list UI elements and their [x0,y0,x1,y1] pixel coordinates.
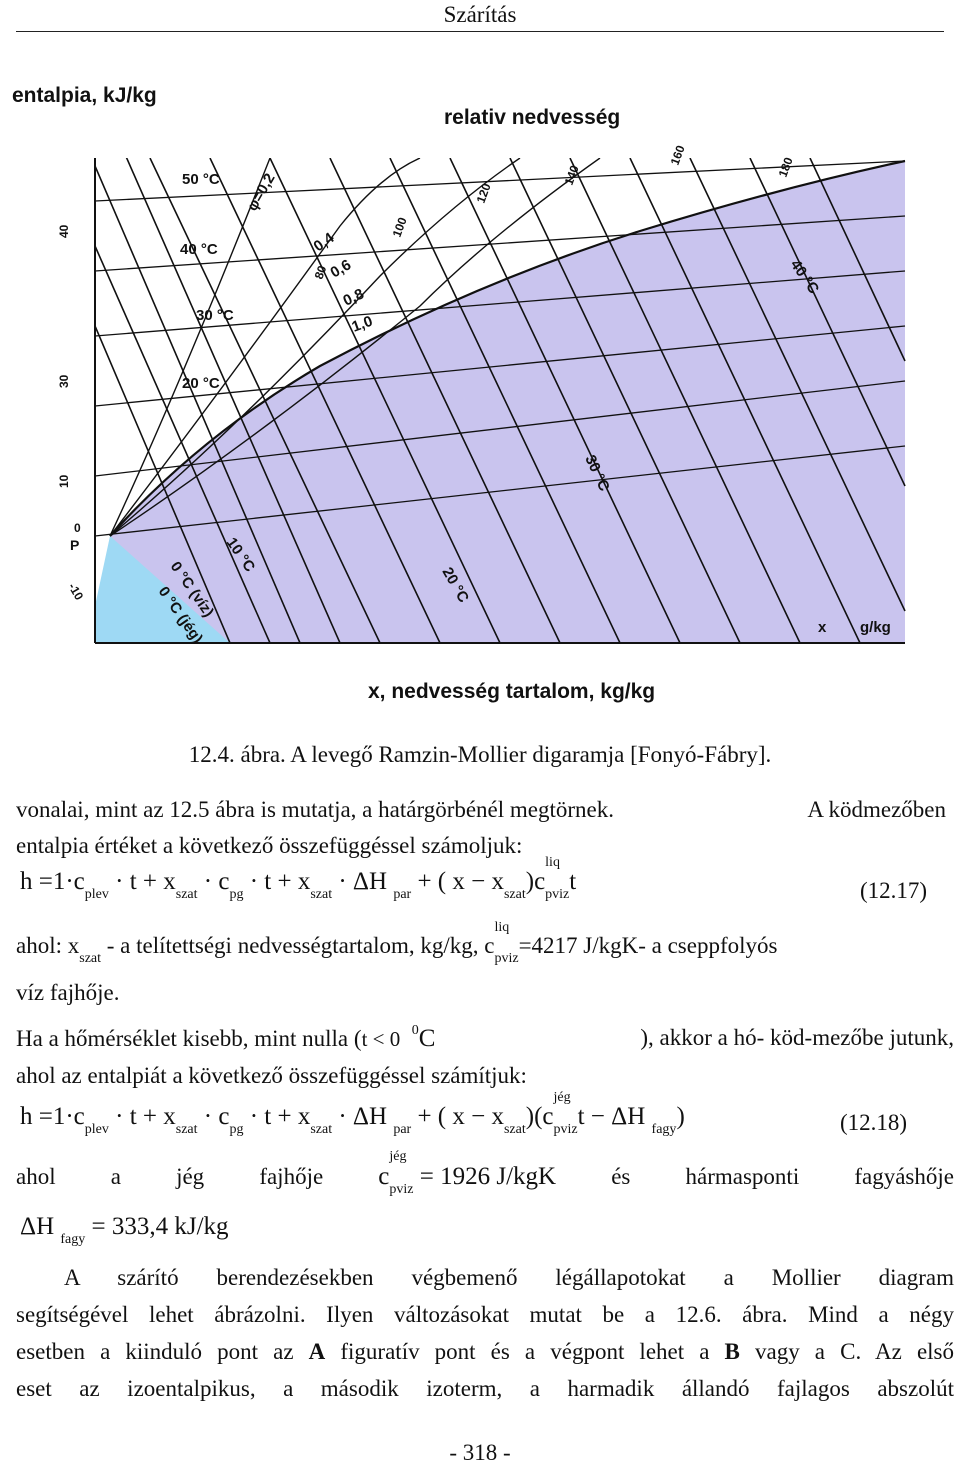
label-hm10: -10 [65,581,86,603]
body-line-1: vonalai, mint az 12.5 ábra is mutatja, a… [16,797,946,823]
x-axis-label: x, nedvesség tartalom, kg/kg [368,680,656,703]
body-ha-t: t < 0 [361,1027,401,1051]
body-line-ha: Ha a hőmérséklet kisebb, mint nulla (t <… [16,1023,954,1053]
definition-xszat-b: - a telítettségi nedvességtartalom, kg/k… [106,933,495,958]
equation-12-17-number: (12.17) [860,878,928,903]
page-number: - 318 - [449,1440,511,1465]
jeg-word-4: fajhője [259,1164,324,1189]
equation-12-18: h =1·cplev · t + xszat · cpg · t + xszat… [20,1090,685,1137]
jeg-formula-sup: jég [389,1149,407,1164]
paragraph-line-2: segítségével lehet ábrázolni. Ilyen vált… [16,1302,954,1327]
equation-fagyashoje: ΔH fagy = 333,4 kJ/kg [20,1213,229,1247]
jeg-word-3: jég [176,1164,205,1189]
label-50c: 50 °C [182,171,220,188]
label-phi-06: 0,6 [328,256,355,281]
body-ha-deg: 0 [411,1023,419,1038]
label-30c: 30 °C [196,307,234,324]
body-line-1-b: A ködmezőben [807,797,946,822]
body-line-2: entalpia értéket a következő összefüggés… [16,833,523,858]
label-h100: 100 [390,215,410,239]
label-h10: 10 [57,474,71,488]
label-40c: 40 °C [180,241,218,258]
figure-caption: 12.4. ábra. A levegő Ramzin-Mollier diga… [188,742,772,767]
diagram-svg: 50 °C 40 °C 30 °C 20 °C 10 °C 0 °C (víz)… [57,143,906,647]
jeg-word-5: és [611,1164,631,1189]
paragraph-line-3: esetben a kiinduló pont az A figuratív p… [16,1339,954,1365]
jeg-formula: cpviz jég = 1926 J/kgK [378,1149,557,1197]
body-ha-c: C [418,1025,436,1052]
jeg-formula-c: c [378,1163,390,1190]
label-P: P [70,537,79,553]
paragraph-line-3-A: A [308,1339,326,1364]
relative-humidity-curves [109,158,906,537]
label-phi-10: 1,0 [350,313,375,336]
label-h40: 40 [57,224,71,238]
paragraph-line-3-B: B [724,1339,740,1364]
body-line-jeg: ahol a jég fajhője cpviz jég = 1926 J/kgK… [16,1149,954,1197]
equation-12-17: h =1·cplev · t + xszat · cpg · t + xszat… [20,855,577,902]
jeg-word-1: ahol [16,1164,56,1189]
label-h80: 80 [312,263,330,281]
jeg-formula-val: = 1926 J/kgK [419,1163,557,1190]
label-20c: 20 °C [182,375,220,392]
paragraph-line-4: eset az izoentalpikus, a második izoterm… [16,1376,954,1401]
paragraph-line-3-c: vagy a C. Az első [739,1339,954,1364]
label-x: x [818,619,827,636]
body-ha-a: Ha a hőmérséklet kisebb, mint nulla ( [16,1026,362,1051]
ice-fog-region [95,536,230,643]
label-h160: 160 [668,143,688,167]
definition-cpviz-sub: pviz [494,951,519,966]
label-h120: 120 [474,181,494,205]
definition-xszat-a: ahol: x [16,933,80,958]
body-line-1-a: vonalai, mint az 12.5 ábra is mutatja, a… [16,797,615,822]
label-h0: 0 [74,521,81,535]
definition-xszat-c: =4217 J/kgK- a cseppfolyós [518,933,778,958]
paragraph-line-1: A szárító berendezésekben végbemenő légá… [64,1265,954,1290]
page-header: Szárítás [0,0,960,34]
label-h30: 30 [57,374,71,388]
running-title: Szárítás [443,2,517,27]
label-gkg: g/kg [860,619,891,636]
paragraph-line-3-b: figuratív pont és a végpont lehet a [325,1339,725,1364]
fagyashoje-value: = 333,4 kJ/kg [91,1213,229,1240]
definition-cpviz-sup: liq [494,920,510,935]
definition-xszat: ahol: xszat - a telítettségi nedvességta… [16,920,778,966]
jeg-word-2: a [110,1164,121,1189]
y-axis-label: entalpia, kJ/kg [12,84,157,107]
header-divider [16,31,944,32]
body-viz-fajhoje: víz fajhője. [16,980,120,1005]
fog-region [110,161,905,643]
jeg-word-7: fagyáshője [854,1164,954,1189]
jeg-formula-sub: pviz [389,1182,414,1197]
body-ha-b: ), akkor a hó- köd-mezőbe jutunk, [640,1025,954,1050]
definition-xszat-sub: szat [79,951,102,966]
relative-humidity-label: relativ nedvesség [444,106,621,129]
mollier-diagram: entalpia, kJ/kg relativ nedvesség x, ned… [0,66,960,716]
jeg-word-6: hármasponti [685,1164,800,1189]
label-phi-08: 0,8 [341,285,367,309]
equation-12-18-number: (12.18) [840,1110,908,1135]
label-h180: 180 [776,155,796,179]
isotherm-lines [95,160,906,537]
label-h140: 140 [562,163,582,187]
paragraph-line-3-a: esetben a kiinduló pont az [16,1339,309,1364]
body-line-ahol-az: ahol az entalpiát a következő összefüggé… [16,1063,527,1088]
